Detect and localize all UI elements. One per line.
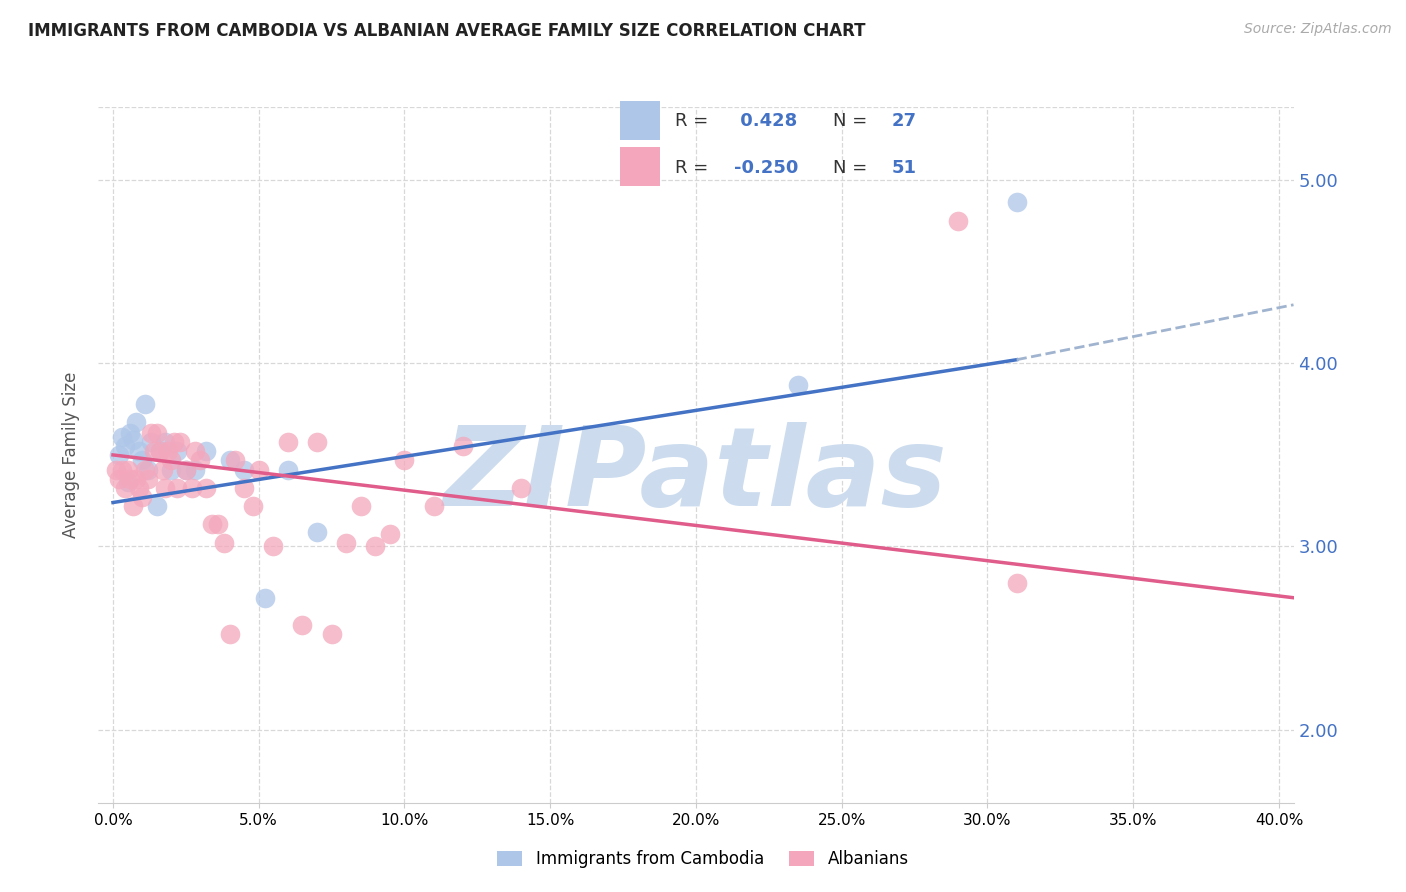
Point [114, 481, 136, 495]
Point [451, 439, 474, 453]
Point [134, 462, 156, 476]
Point [139, 435, 162, 450]
Point [305, 435, 328, 450]
Point [262, 540, 284, 554]
Text: R =: R = [675, 159, 709, 177]
Point [1005, 576, 1028, 591]
Point [321, 627, 343, 641]
Text: 0.428: 0.428 [734, 112, 797, 130]
Point [152, 462, 174, 476]
Point [190, 453, 212, 467]
Point [195, 481, 218, 495]
Text: 27: 27 [891, 112, 917, 130]
Point [117, 475, 139, 490]
Point [277, 462, 299, 476]
Point [117, 462, 139, 476]
Point [145, 425, 167, 440]
Point [128, 444, 150, 458]
Point [149, 444, 172, 458]
Point [120, 472, 142, 486]
Point [136, 462, 159, 476]
Point [212, 536, 235, 550]
Point [233, 462, 256, 476]
Point [104, 462, 127, 476]
Point [201, 517, 224, 532]
Point [122, 434, 145, 448]
Point [149, 444, 172, 458]
Point [183, 462, 205, 476]
Point [155, 435, 177, 450]
Point [125, 415, 148, 429]
Point [131, 453, 153, 467]
Point [218, 453, 240, 467]
Text: Source: ZipAtlas.com: Source: ZipAtlas.com [1244, 22, 1392, 37]
Point [134, 397, 156, 411]
Point [122, 499, 145, 513]
Point [364, 540, 387, 554]
Point [394, 453, 416, 467]
Point [136, 472, 159, 486]
Point [131, 490, 153, 504]
Point [114, 439, 136, 453]
Text: N =: N = [832, 159, 868, 177]
Point [787, 378, 810, 392]
Point [166, 444, 188, 458]
Point [155, 481, 177, 495]
Point [174, 462, 197, 476]
Point [145, 499, 167, 513]
Point [1005, 195, 1028, 210]
Point [128, 481, 150, 495]
Text: -0.250: -0.250 [734, 159, 799, 177]
Point [163, 435, 186, 450]
Point [125, 472, 148, 486]
Legend: Immigrants from Cambodia, Albanians: Immigrants from Cambodia, Albanians [491, 844, 915, 875]
Point [422, 499, 444, 513]
Point [139, 425, 162, 440]
Point [160, 462, 183, 476]
Point [948, 213, 970, 227]
Point [160, 453, 183, 467]
Y-axis label: Average Family Size: Average Family Size [62, 372, 80, 538]
Point [195, 444, 218, 458]
Point [111, 462, 134, 476]
Point [183, 444, 205, 458]
Point [120, 425, 142, 440]
Point [108, 472, 131, 486]
Point [335, 536, 357, 550]
Text: N =: N = [832, 112, 868, 130]
Point [510, 481, 533, 495]
Point [247, 462, 270, 476]
Point [378, 526, 401, 541]
Point [224, 453, 246, 467]
Text: IMMIGRANTS FROM CAMBODIA VS ALBANIAN AVERAGE FAMILY SIZE CORRELATION CHART: IMMIGRANTS FROM CAMBODIA VS ALBANIAN AVE… [28, 22, 866, 40]
Point [350, 499, 373, 513]
Point [291, 618, 314, 632]
Point [157, 444, 180, 458]
Point [111, 429, 134, 443]
Point [180, 481, 202, 495]
FancyBboxPatch shape [620, 101, 659, 140]
Point [253, 591, 276, 605]
Point [305, 524, 328, 539]
Point [233, 481, 256, 495]
Point [218, 627, 240, 641]
Point [142, 444, 165, 458]
Text: R =: R = [675, 112, 709, 130]
Point [207, 517, 229, 532]
Point [169, 435, 191, 450]
Point [242, 499, 264, 513]
Point [108, 448, 131, 462]
Text: ZIPatlas: ZIPatlas [444, 422, 948, 529]
Text: 51: 51 [891, 159, 917, 177]
Point [166, 481, 188, 495]
FancyBboxPatch shape [620, 147, 659, 186]
Point [277, 435, 299, 450]
Point [174, 462, 197, 476]
